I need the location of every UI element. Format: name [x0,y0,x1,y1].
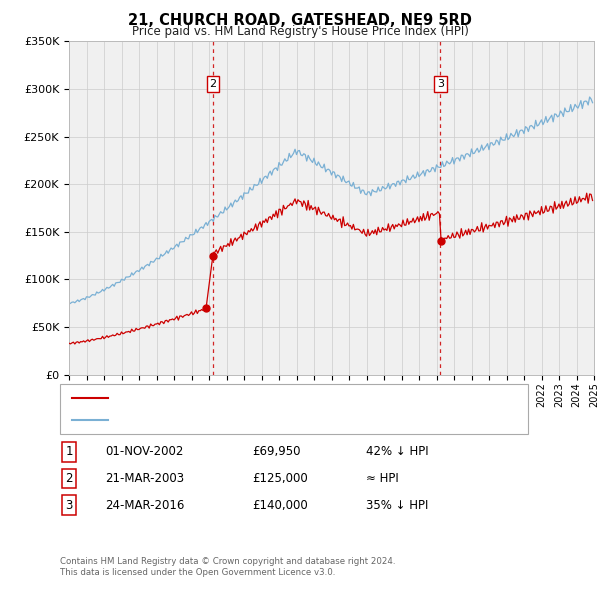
Text: 2: 2 [65,472,73,485]
Text: £125,000: £125,000 [252,472,308,485]
Text: 01-NOV-2002: 01-NOV-2002 [105,445,184,458]
Text: Contains HM Land Registry data © Crown copyright and database right 2024.: Contains HM Land Registry data © Crown c… [60,558,395,566]
Text: This data is licensed under the Open Government Licence v3.0.: This data is licensed under the Open Gov… [60,568,335,577]
Text: HPI: Average price, detached house, Gateshead: HPI: Average price, detached house, Gate… [114,415,376,425]
Text: 3: 3 [437,79,444,89]
Text: 35% ↓ HPI: 35% ↓ HPI [366,499,428,512]
Text: 42% ↓ HPI: 42% ↓ HPI [366,445,428,458]
Text: £69,950: £69,950 [252,445,301,458]
Text: ≈ HPI: ≈ HPI [366,472,399,485]
Text: Price paid vs. HM Land Registry's House Price Index (HPI): Price paid vs. HM Land Registry's House … [131,25,469,38]
Text: 21, CHURCH ROAD, GATESHEAD, NE9 5RD: 21, CHURCH ROAD, GATESHEAD, NE9 5RD [128,13,472,28]
Text: £140,000: £140,000 [252,499,308,512]
Text: 21-MAR-2003: 21-MAR-2003 [105,472,184,485]
Text: 21, CHURCH ROAD, GATESHEAD, NE9 5RD (detached house): 21, CHURCH ROAD, GATESHEAD, NE9 5RD (det… [114,392,445,402]
Text: 24-MAR-2016: 24-MAR-2016 [105,499,184,512]
Text: 1: 1 [65,445,73,458]
Text: 3: 3 [65,499,73,512]
Text: 2: 2 [209,79,217,89]
